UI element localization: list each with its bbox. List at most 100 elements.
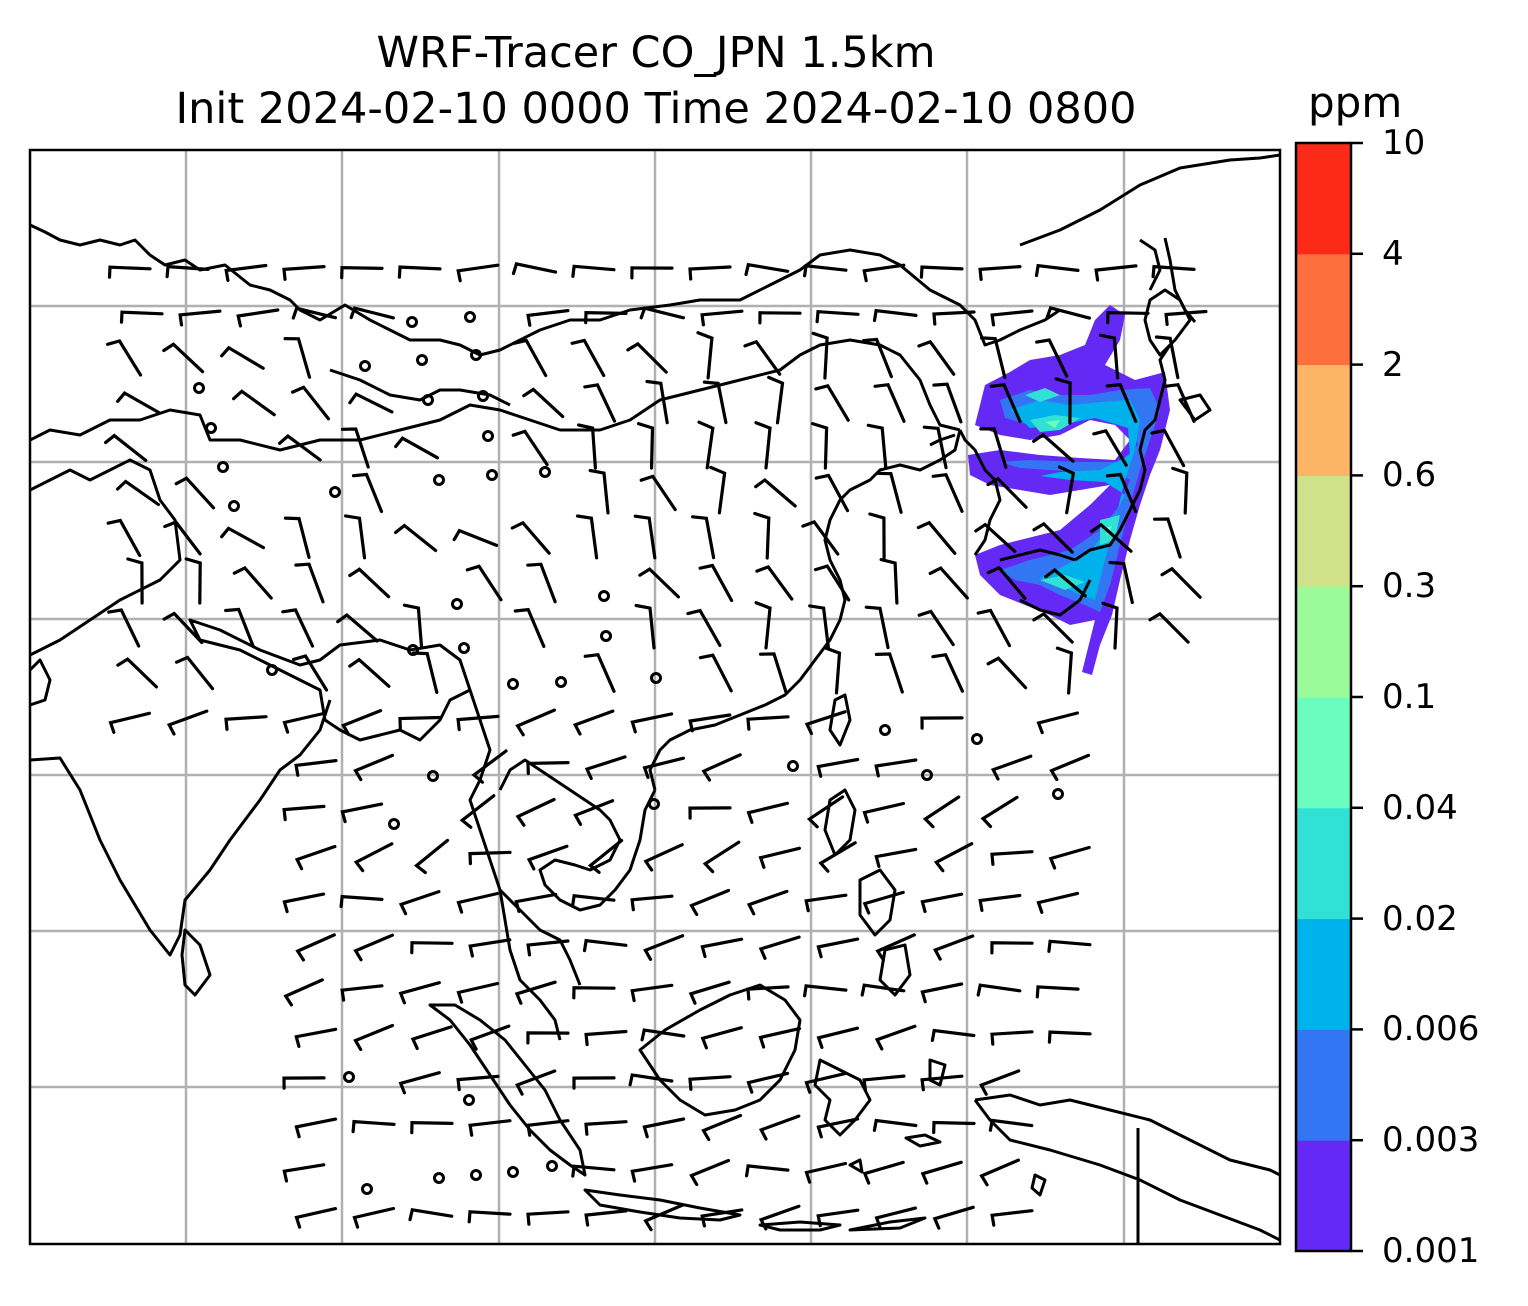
wind-barb bbox=[278, 434, 322, 462]
wind-barb bbox=[108, 711, 151, 734]
wind-barb bbox=[577, 423, 597, 470]
calm-wind-marker bbox=[427, 770, 439, 782]
calm-wind-marker bbox=[359, 360, 371, 372]
wind-barb bbox=[767, 375, 785, 425]
wind-barb bbox=[236, 308, 280, 328]
calm-wind-marker bbox=[507, 1166, 519, 1178]
wind-barb bbox=[986, 565, 1027, 600]
wind-barb bbox=[930, 1028, 976, 1042]
wind-barb bbox=[990, 850, 1034, 866]
wind-barb bbox=[630, 894, 674, 912]
wind-barb bbox=[860, 983, 906, 997]
wind-barb bbox=[702, 840, 741, 874]
wind-barb bbox=[758, 846, 801, 869]
wind-barb bbox=[408, 1207, 454, 1222]
wind-barb bbox=[803, 264, 848, 278]
wind-barb bbox=[862, 337, 893, 379]
wind-barb bbox=[879, 558, 899, 605]
wind-barb bbox=[979, 427, 1008, 469]
wind-barb bbox=[697, 420, 715, 470]
wind-barb bbox=[933, 842, 974, 873]
wind-barb bbox=[471, 749, 508, 784]
wind-barb bbox=[922, 425, 948, 470]
wind-barb bbox=[282, 892, 326, 914]
wind-barb bbox=[1047, 939, 1092, 953]
wind-barb bbox=[283, 516, 311, 559]
wind-barb bbox=[526, 844, 569, 871]
wind-barb bbox=[688, 980, 731, 1005]
wind-barb bbox=[875, 933, 916, 962]
wind-barb bbox=[294, 1117, 338, 1139]
wind-barb bbox=[640, 1028, 686, 1042]
wind-barb bbox=[588, 468, 610, 515]
wind-barb bbox=[224, 715, 268, 731]
wind-barb bbox=[816, 757, 860, 778]
wind-barb bbox=[1148, 611, 1190, 644]
wind-barb bbox=[702, 380, 728, 425]
wind-barb bbox=[178, 309, 222, 327]
wind-barb bbox=[920, 716, 964, 730]
wind-barb bbox=[571, 1164, 616, 1178]
wind-barb bbox=[1164, 309, 1208, 326]
wind-barb bbox=[1171, 466, 1189, 515]
wind-barb bbox=[759, 652, 788, 694]
calm-wind-marker bbox=[451, 598, 463, 610]
wind-barb bbox=[340, 265, 384, 280]
wind-barb bbox=[1092, 428, 1128, 467]
wind-barb bbox=[1045, 305, 1091, 320]
wind-barb bbox=[119, 310, 164, 324]
wind-barb bbox=[336, 612, 379, 643]
wind-barb bbox=[932, 382, 963, 424]
wind-barb bbox=[1047, 1030, 1092, 1044]
wind-barb bbox=[398, 715, 442, 731]
wind-barb bbox=[626, 341, 668, 374]
wind-barb bbox=[986, 476, 1028, 509]
wind-barb bbox=[1032, 611, 1074, 644]
wind-barb bbox=[398, 890, 441, 916]
wind-barb bbox=[344, 514, 367, 560]
wind-barb bbox=[1106, 310, 1150, 325]
calm-wind-marker bbox=[598, 590, 610, 602]
calm-wind-marker bbox=[539, 466, 551, 478]
wind-barb bbox=[917, 339, 956, 376]
wind-barb bbox=[872, 1118, 918, 1132]
wind-barb bbox=[398, 1071, 441, 1095]
wind-barb bbox=[990, 309, 1034, 327]
wind-barb bbox=[1105, 382, 1138, 423]
calm-wind-marker bbox=[650, 672, 662, 684]
calm-wind-marker bbox=[921, 769, 933, 781]
wind-barb bbox=[351, 472, 384, 514]
wind-barb bbox=[224, 607, 255, 649]
wind-barb bbox=[467, 1210, 512, 1224]
calm-wind-marker bbox=[787, 760, 799, 772]
wind-barb bbox=[515, 708, 556, 737]
wind-barb bbox=[862, 263, 906, 283]
wind-barb bbox=[468, 850, 512, 866]
wind-barb bbox=[162, 342, 205, 374]
calm-wind-marker bbox=[470, 349, 482, 361]
wind-barb bbox=[862, 1074, 906, 1092]
wind-barb bbox=[818, 841, 857, 873]
wind-barb bbox=[746, 985, 790, 1001]
wind-barb bbox=[511, 429, 549, 467]
wind-barb bbox=[917, 609, 955, 647]
wind-barb bbox=[932, 310, 976, 326]
calm-wind-marker bbox=[600, 630, 612, 642]
wind-barb bbox=[808, 604, 830, 650]
wind-barb bbox=[232, 389, 276, 417]
wind-barb bbox=[874, 847, 918, 868]
wind-barb bbox=[353, 933, 394, 962]
wind-barb bbox=[758, 1027, 802, 1049]
wind-barb bbox=[754, 421, 772, 470]
wind-barb bbox=[744, 262, 790, 277]
colorbar-segment bbox=[1296, 807, 1351, 920]
wind-barb bbox=[571, 894, 616, 908]
calm-wind-marker bbox=[361, 1183, 373, 1195]
wind-barb bbox=[976, 608, 1012, 648]
wind-barb bbox=[642, 1117, 686, 1139]
wind-barbs bbox=[104, 262, 1208, 1232]
wind-barb bbox=[988, 1118, 1034, 1132]
wind-barb bbox=[688, 1075, 732, 1091]
wind-barb bbox=[294, 1207, 338, 1229]
